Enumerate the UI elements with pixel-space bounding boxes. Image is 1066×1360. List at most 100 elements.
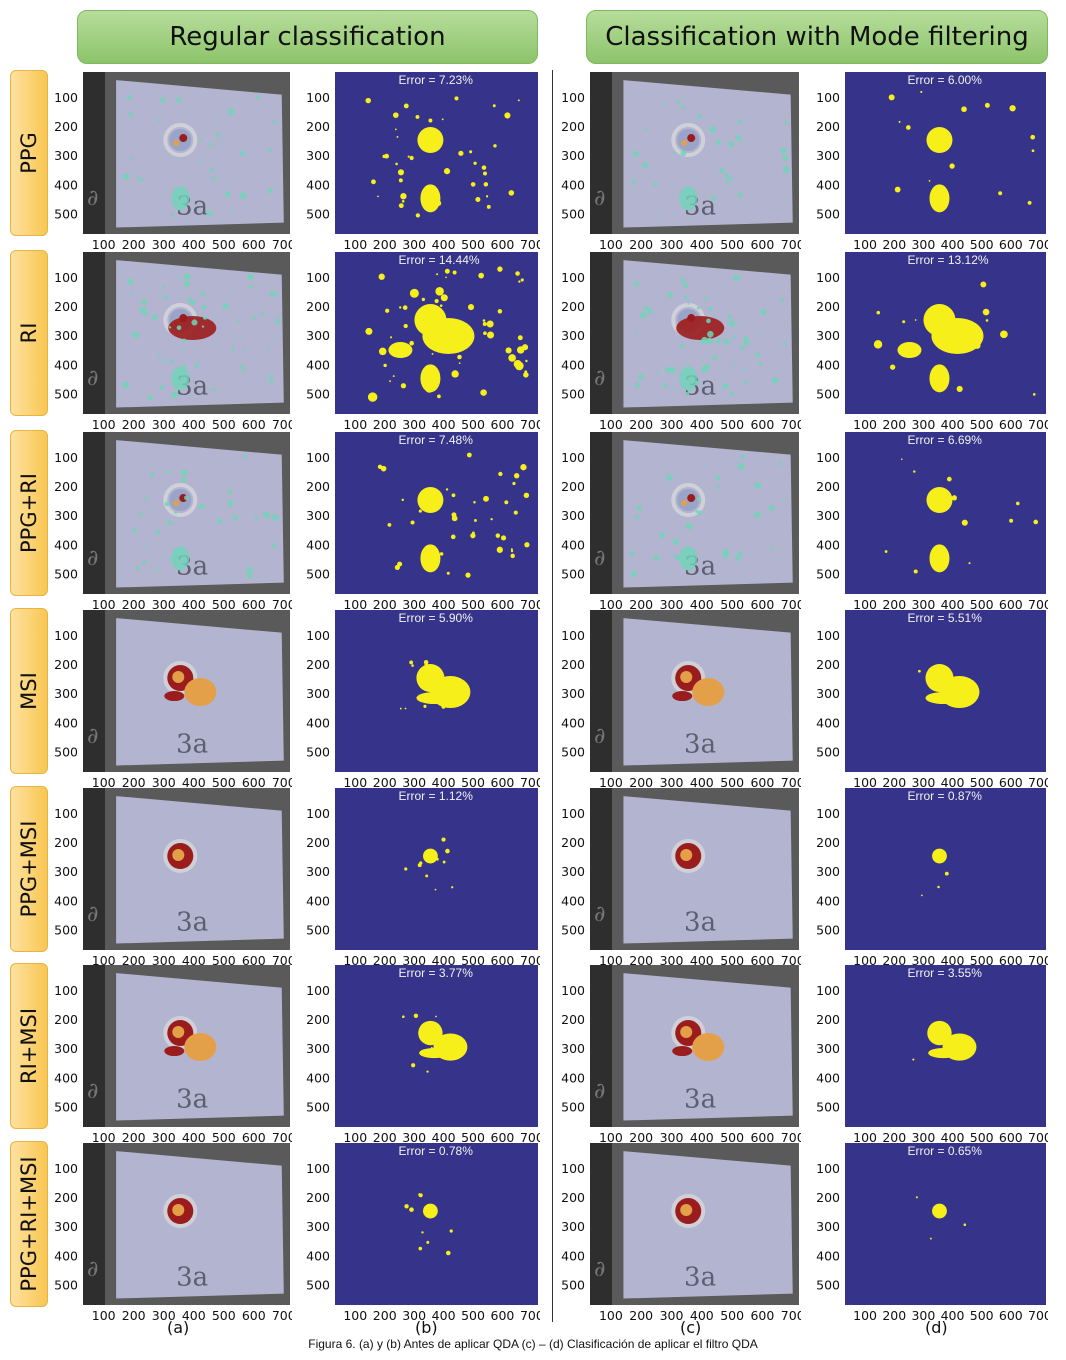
mask-panel: 100 200 300 400 500 100 200 300 400 500 600 700	[811, 610, 1048, 790]
x-tick-label: 300	[660, 237, 684, 252]
x-tick-label: 700	[1028, 1308, 1048, 1323]
error-label: Error = 0.65%	[907, 1144, 982, 1158]
mask-speckle	[413, 1013, 419, 1018]
mask-speckle	[417, 863, 422, 868]
mask-background	[845, 432, 1046, 594]
mask-speckle	[939, 548, 946, 554]
x-tick-label: 700	[272, 953, 292, 968]
y-tick-label: 100	[561, 806, 585, 821]
x-tick-label: 300	[152, 237, 176, 252]
x-tick-label: 700	[1028, 597, 1048, 612]
x-tick-label: 100	[343, 1308, 367, 1323]
error-label: Error = 5.90%	[398, 611, 473, 625]
overlay-panel: 3a ∂ 100 200 300 400 500 100 200 300 400 500 600 700	[49, 610, 292, 790]
class-speckle	[653, 181, 658, 187]
x-tick-label: 200	[629, 417, 653, 432]
x-tick-label: 300	[402, 417, 426, 432]
mask-speckle	[894, 186, 901, 193]
mask-panel: 100 200 300 400 500 100 200 300 400 500 600 700	[301, 965, 540, 1145]
y-tick-label: 300	[816, 328, 840, 343]
class-speckle	[246, 567, 254, 574]
mask-speckle	[486, 204, 491, 209]
mask-speckle	[425, 1026, 430, 1031]
mask-blob	[926, 487, 953, 514]
class-speckle	[141, 299, 148, 306]
mask-speckle	[447, 1039, 451, 1043]
class-speckle	[181, 338, 187, 343]
x-tick-label: 100	[343, 597, 367, 612]
photo-edge	[83, 72, 105, 234]
class-speckle	[777, 461, 782, 466]
mask-speckle	[389, 380, 391, 382]
mask-speckle	[900, 458, 903, 461]
mask-speckle	[399, 306, 402, 309]
class-speckle	[783, 341, 787, 346]
class-speckle	[722, 383, 729, 389]
mask-speckle	[400, 383, 407, 389]
class-speckle	[709, 126, 716, 133]
tumor-region	[164, 1046, 185, 1057]
mask-speckle	[454, 96, 459, 101]
class-speckle	[122, 173, 130, 180]
x-tick-label: 600	[750, 1308, 774, 1323]
photo-edge	[590, 610, 612, 772]
tissue-region	[172, 1026, 185, 1039]
mask-speckle	[392, 375, 395, 378]
class-speckle	[183, 273, 191, 281]
x-tick-label: 400	[690, 417, 714, 432]
y-tick-label: 100	[561, 90, 585, 105]
x-tick-label: 700	[781, 237, 801, 252]
class-speckle	[681, 106, 685, 110]
mask-speckle	[905, 125, 911, 130]
mask-speckle	[898, 120, 901, 123]
x-tick-label: 100	[599, 237, 623, 252]
class-speckle	[723, 338, 730, 345]
mask-speckle	[409, 155, 414, 161]
x-tick-label: 600	[750, 775, 774, 790]
mask-speckle	[445, 848, 450, 854]
class-speckle	[171, 391, 179, 399]
y-tick-label: 300	[54, 864, 78, 879]
x-tick-label: 300	[402, 237, 426, 252]
class-speckle	[216, 518, 222, 524]
x-tick-label: 500	[720, 417, 744, 432]
photo-edge	[83, 788, 105, 950]
class-speckle	[680, 150, 687, 157]
mask-plot: 100 200 300 400 500 100 200 300 400 500 600 700	[306, 252, 540, 432]
y-tick-label: 500	[561, 745, 585, 760]
mask-panel: 100 200 300 400 500 100 200 300 400 500 600 700	[301, 72, 540, 252]
y-tick-label: 200	[561, 299, 585, 314]
y-tick-label: 100	[816, 450, 840, 465]
x-tick-label: 400	[432, 1308, 456, 1323]
class-speckle	[238, 335, 242, 338]
mask-speckle	[426, 1070, 429, 1073]
y-tick-label: 400	[561, 1248, 585, 1263]
x-tick-label: 600	[999, 1130, 1023, 1145]
mask-speckle	[440, 294, 448, 302]
mask-speckle	[451, 886, 454, 889]
mask-speckle	[490, 518, 493, 521]
class-speckle	[674, 554, 681, 561]
x-tick-label: 600	[999, 1308, 1023, 1323]
mask-speckle	[912, 1058, 915, 1061]
class-speckle	[656, 216, 659, 219]
tissue-sheet	[116, 1151, 284, 1299]
y-tick-label: 100	[306, 1161, 330, 1176]
mask-panel: 100 200 300 400 500 100 200 300 400 500 600 700	[811, 432, 1048, 612]
y-tick-label: 200	[54, 835, 78, 850]
class-speckle	[634, 281, 640, 287]
mask-speckle	[873, 340, 883, 349]
mask-speckle	[483, 171, 488, 176]
mask-speckle	[928, 668, 933, 673]
class-speckle	[734, 556, 740, 562]
y-tick-label: 400	[561, 357, 585, 372]
y-tick-label: 300	[816, 1219, 840, 1234]
y-tick-label: 300	[54, 508, 78, 523]
x-tick-label: 300	[660, 417, 684, 432]
class-speckle	[237, 319, 240, 323]
mask-blob	[926, 127, 953, 154]
x-tick-label: 500	[970, 775, 994, 790]
mask-speckle	[518, 280, 521, 283]
